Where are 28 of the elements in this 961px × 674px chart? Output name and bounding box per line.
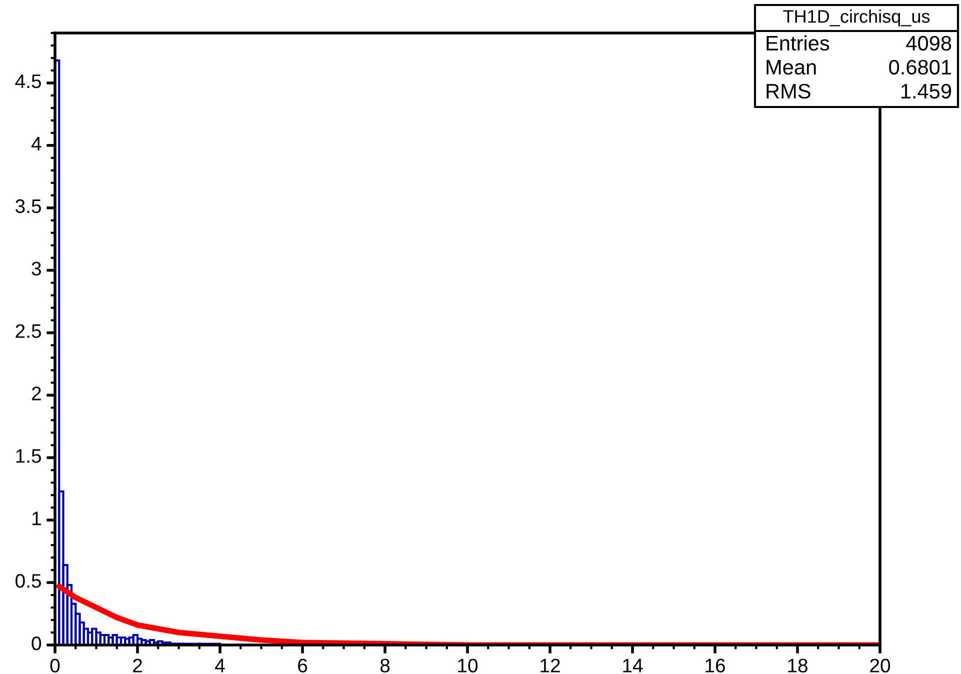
x-tick-label: 20 [870,658,890,672]
y-tick-label: 3 [32,262,41,276]
text: 0.6801 [889,60,951,75]
x-tick-label: 0 [50,658,60,672]
y-tick-label: 1.5 [16,449,41,463]
y-tick-label: 3.5 [16,199,41,214]
y-tick-label: 1 [32,512,41,526]
text: TH1D_circhisq_us [783,10,930,26]
text: 4098 [906,36,952,51]
x-tick-label: 12 [540,658,560,672]
y-tick-label: 2.5 [16,324,41,338]
x-tick-label: 6 [298,658,308,672]
x-tick-label: 18 [788,658,808,672]
x-tick-label: 2 [133,658,142,672]
y-tick-label: 2 [32,386,41,400]
x-tick-label: 14 [623,658,643,672]
annotation: Entries [766,35,830,51]
x-tick-label: 10 [458,658,478,672]
x-tick-label: 4 [215,658,225,672]
y-tick-label: 4 [31,137,42,150]
x-tick-label: 16 [706,658,725,672]
y-tick-label: 0 [32,636,42,650]
text: 1.459 [901,84,952,99]
x-tick-label: 8 [380,658,390,672]
annotation: Mean [766,60,816,75]
annotation: RMS [766,84,810,99]
y-tick-label: 0.5 [16,574,41,588]
y-tick-label: 4.5 [15,74,41,88]
